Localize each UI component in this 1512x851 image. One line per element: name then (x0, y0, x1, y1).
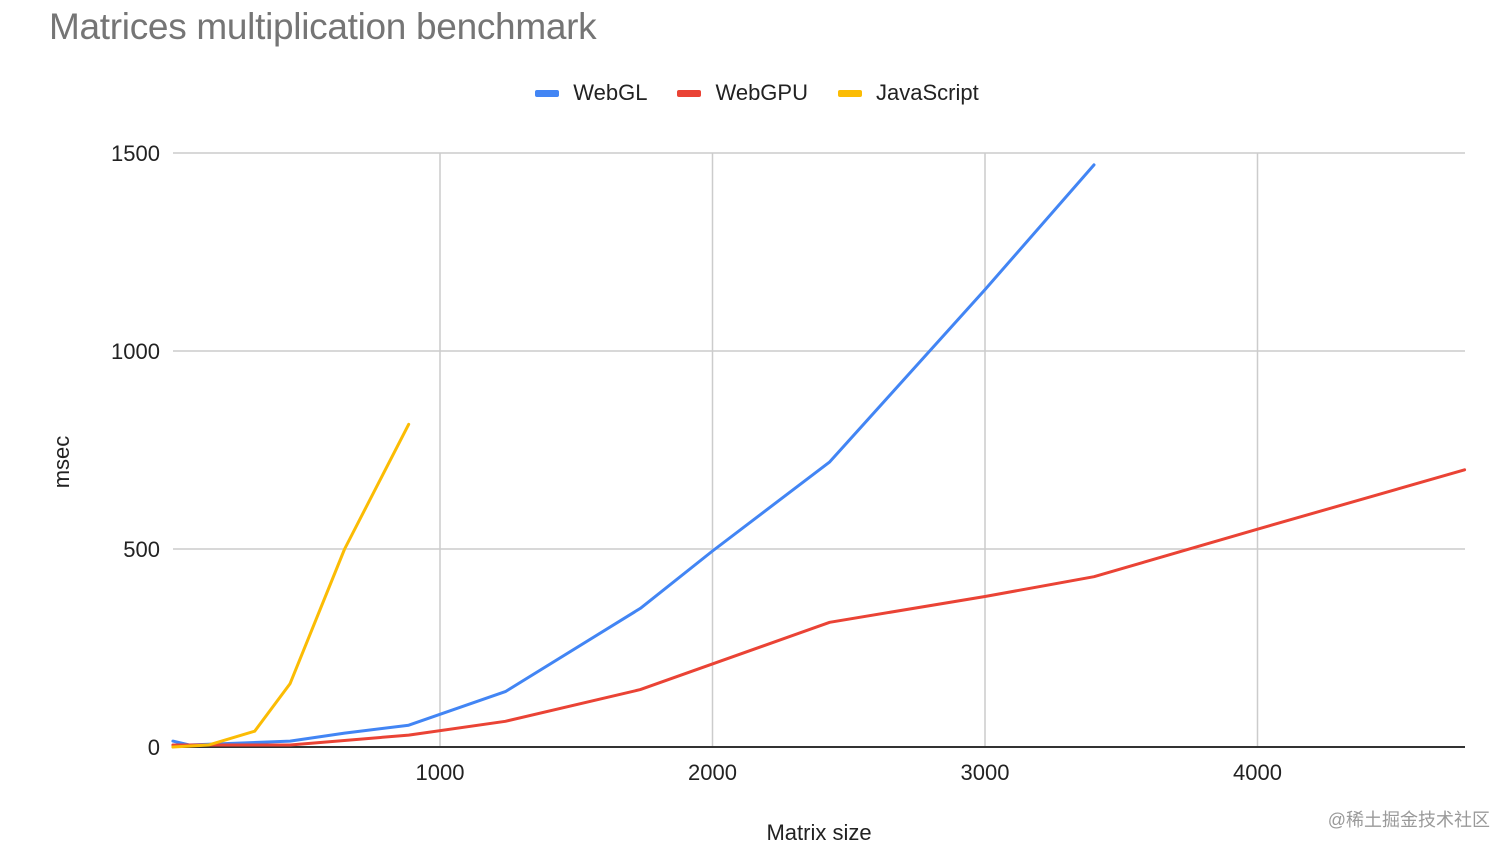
x-tick-label: 2000 (688, 760, 737, 785)
x-tick-label: 3000 (961, 760, 1010, 785)
legend-label-webgl: WebGL (573, 80, 648, 105)
y-tick-label: 0 (148, 735, 160, 760)
watermark: @稀土掘金技术社区 (1327, 810, 1490, 830)
x-tick-label: 1000 (416, 760, 465, 785)
legend-swatch-webgl (535, 89, 560, 97)
legend-label-webgpu: WebGPU (715, 80, 808, 105)
y-tick-label: 1000 (111, 339, 160, 364)
legend-item-webgl[interactable]: WebGL (535, 80, 647, 106)
legend-item-webgpu[interactable]: WebGPU (677, 80, 808, 106)
chart-title: Matrices multiplication benchmark (49, 6, 597, 47)
y-tick-label: 1500 (111, 141, 160, 166)
series-line-javascript (171, 422, 411, 749)
legend-label-javascript: JavaScript (875, 80, 979, 105)
chart-legend: WebGL WebGPU JavaScript (0, 80, 1512, 106)
legend-swatch-webgpu (677, 89, 702, 97)
series-line-webgl (171, 163, 1096, 747)
legend-item-javascript[interactable]: JavaScript (837, 80, 979, 106)
x-tick-label: 4000 (1233, 760, 1282, 785)
x-axis-title: Matrix size (766, 820, 871, 845)
legend-swatch-javascript (837, 89, 862, 97)
series-line-webgpu (171, 468, 1467, 747)
y-tick-label: 500 (123, 537, 160, 562)
y-axis-title: msec (49, 436, 74, 489)
